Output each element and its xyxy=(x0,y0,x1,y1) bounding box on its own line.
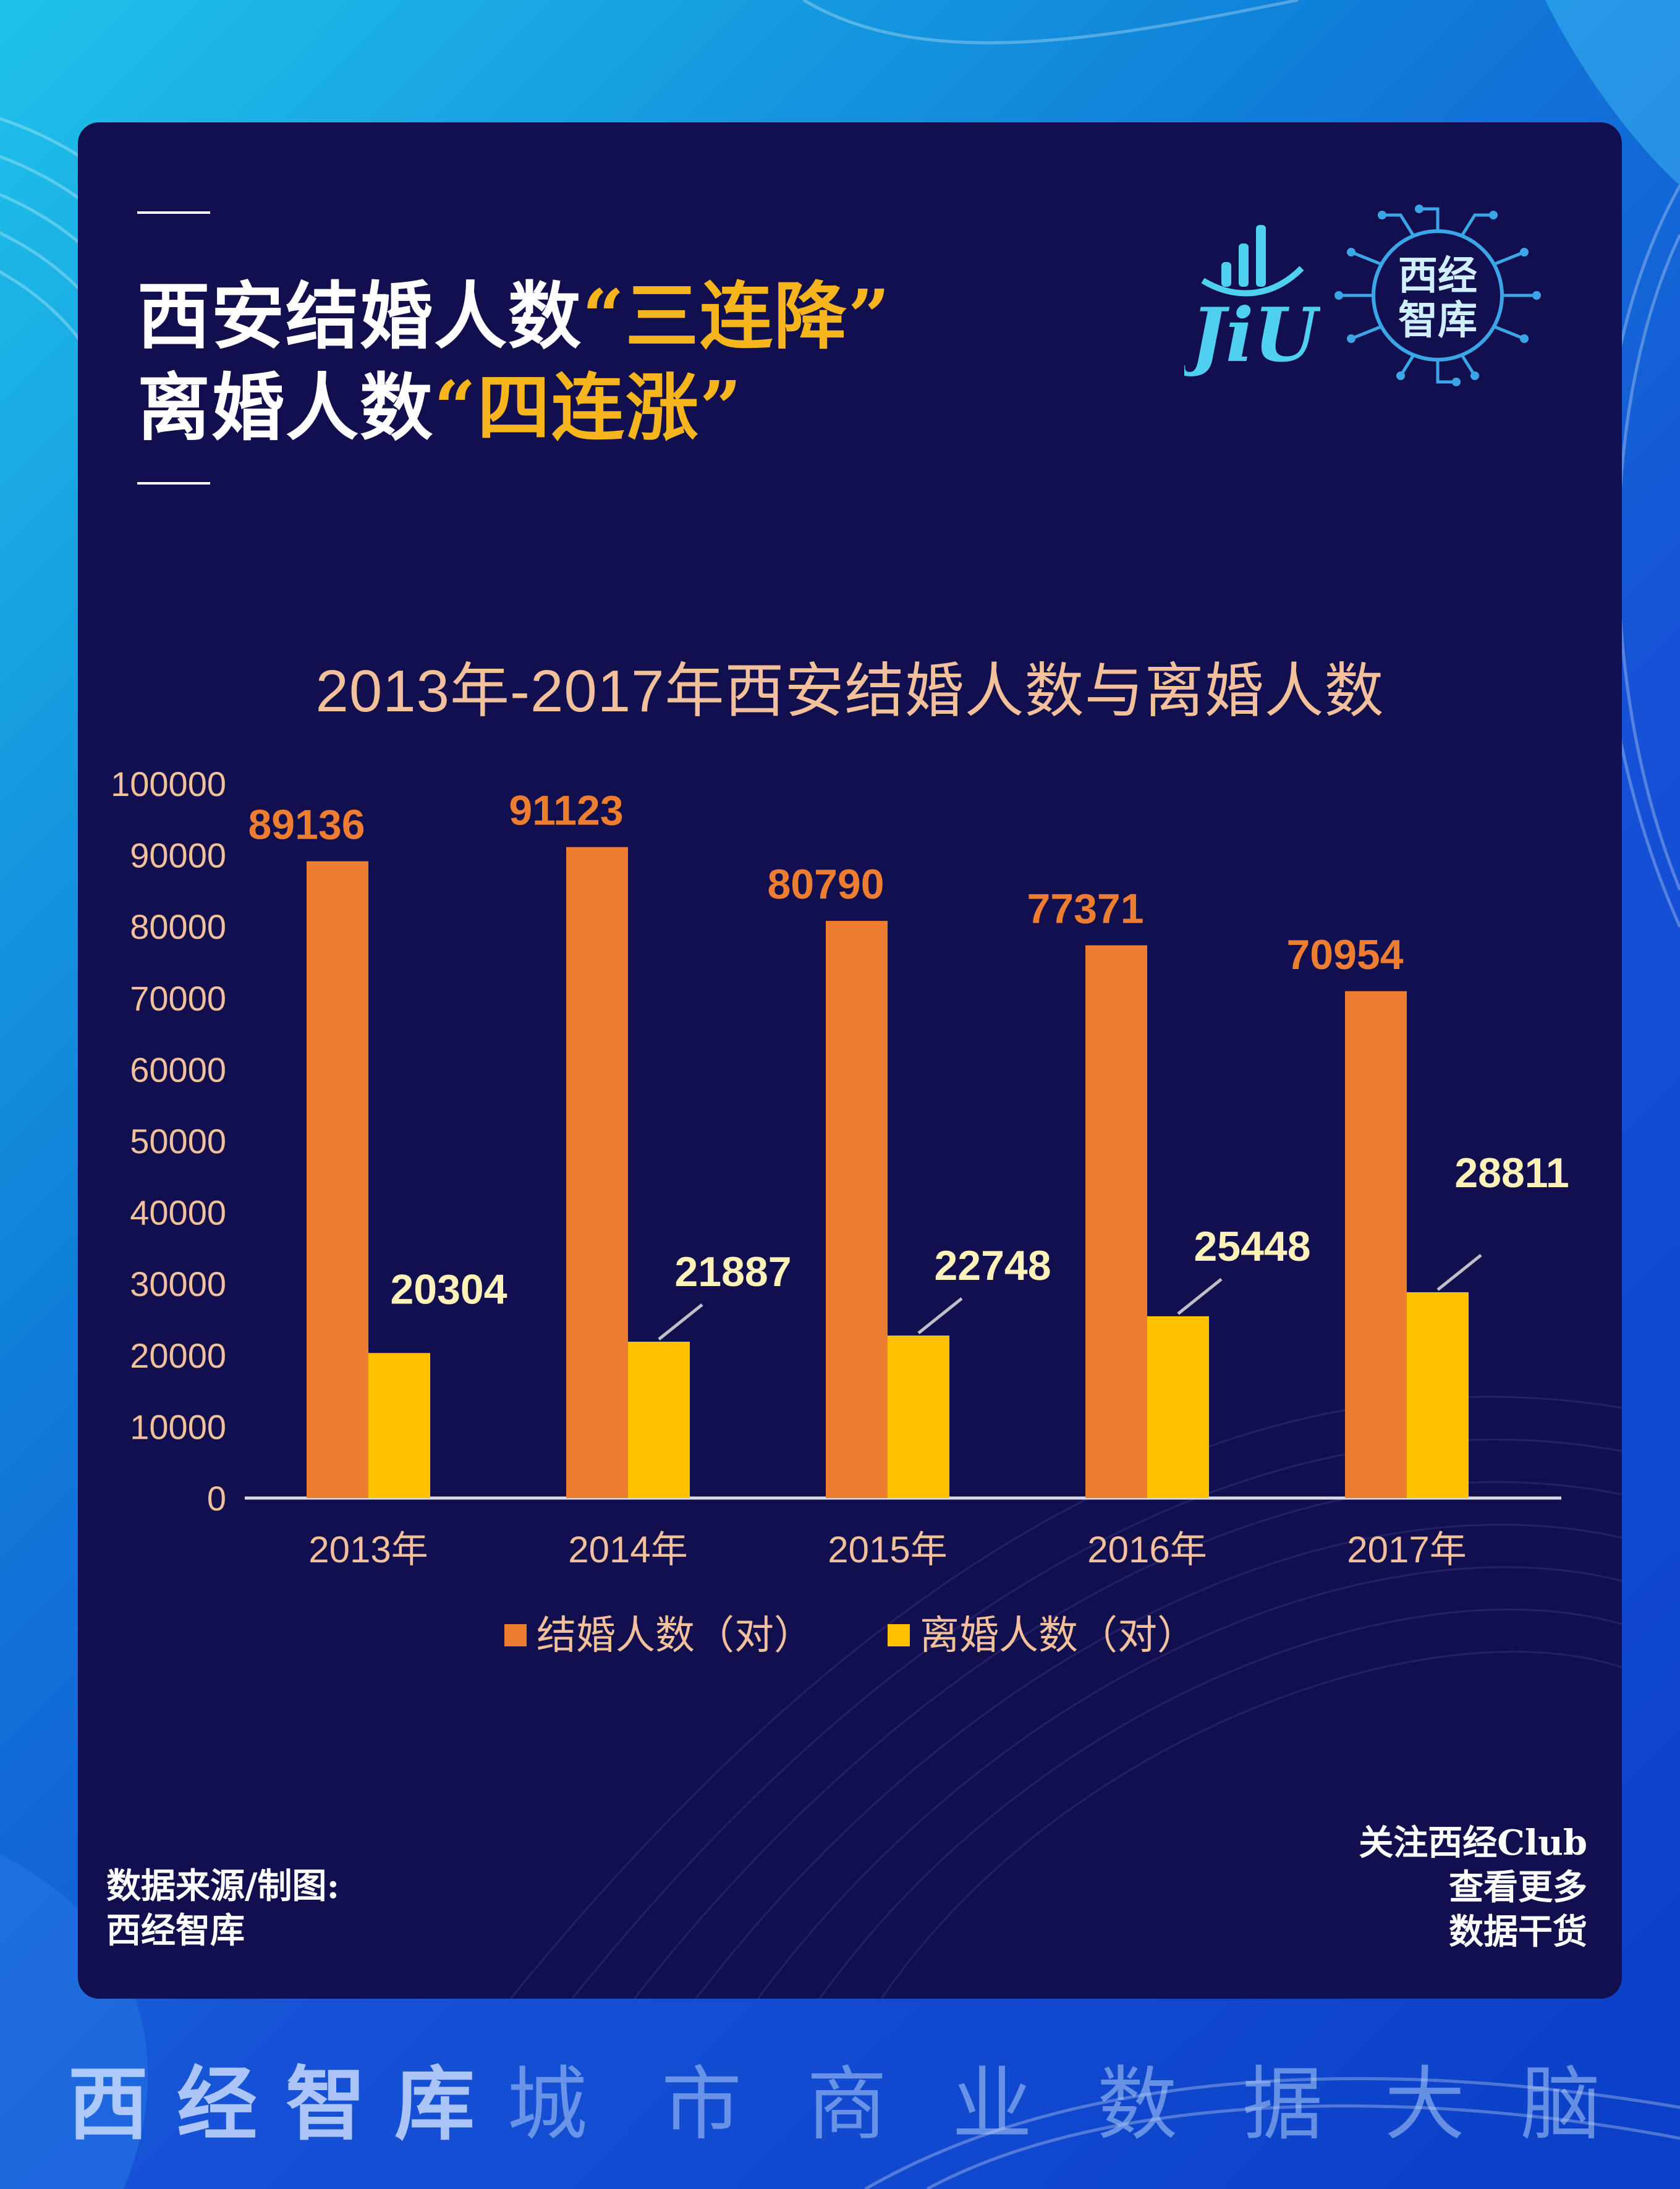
main-card: 西安结婚人数“三连降” 离婚人数“四连涨” JiU xyxy=(78,122,1622,1999)
y-tick-label: 80000 xyxy=(130,907,226,946)
chart-title: 2013年-2017年西安结婚人数与离婚人数 xyxy=(315,658,1385,724)
source-note: 数据来源/制图: 西经智库 xyxy=(106,1864,339,1953)
data-label-divorce: 28811 xyxy=(1454,1150,1569,1196)
headline-line1-prefix: 西安结婚人数 xyxy=(137,273,583,359)
data-label-marriage: 91123 xyxy=(509,787,623,834)
bar-chart: 0 10000 20000 30000 40000 50000 60000 70000 8000… xyxy=(111,764,1569,1658)
bar-divorce xyxy=(368,1353,430,1498)
y-tick-label: 90000 xyxy=(130,836,226,875)
footer-slogan-char: 城 xyxy=(507,2057,588,2151)
source-line-1: 数据来源/制图: xyxy=(106,1866,340,1907)
headline-line1-quote-open: “ xyxy=(582,273,626,359)
y-tick-label: 50000 xyxy=(130,1122,226,1161)
legend-label: 离婚人数（对） xyxy=(920,1613,1197,1658)
brand-seal-text-1: 西经 xyxy=(1398,253,1477,299)
follow-line-2: 查看更多 xyxy=(1449,1867,1587,1908)
bar-divorce xyxy=(888,1336,949,1498)
legend-label: 结婚人数（对） xyxy=(537,1613,813,1658)
data-label-leader xyxy=(1177,1277,1223,1315)
headline-line2-quote-open: “ xyxy=(434,365,477,451)
footer-brand-char: 库 xyxy=(394,2057,475,2151)
data-label-leader xyxy=(658,1303,703,1340)
card-decor-lines xyxy=(509,1395,1622,1999)
headline-line1-quote-close: ” xyxy=(847,273,891,359)
legend-swatch-marriage xyxy=(504,1624,527,1646)
headline-line2-prefix: 离婚人数 xyxy=(137,365,435,451)
y-tick-label: 10000 xyxy=(130,1407,226,1446)
y-tick-label: 20000 xyxy=(130,1336,226,1375)
bar-marriage xyxy=(826,921,888,1498)
x-tick-label: 2017年 xyxy=(1347,1529,1466,1570)
bar-divorce xyxy=(628,1341,690,1498)
bar-divorce xyxy=(1147,1316,1209,1498)
bar-marriage xyxy=(1345,991,1407,1498)
data-label-marriage: 77371 xyxy=(1027,886,1143,933)
bar-marriage xyxy=(1085,945,1147,1498)
data-label-leader xyxy=(1436,1253,1482,1291)
follow-line-3: 数据干货 xyxy=(1449,1912,1587,1952)
source-line-2: 西经智库 xyxy=(106,1910,245,1951)
footer-brand-char: 经 xyxy=(177,2057,258,2151)
x-tick-label: 2014年 xyxy=(568,1529,687,1570)
footer-slogan-char: 脑 xyxy=(1521,2057,1602,2151)
follow-note: 关注西经Club 查看更多 数据干货 xyxy=(1359,1821,1587,1954)
y-tick-label: 30000 xyxy=(130,1264,226,1303)
data-label-divorce: 20304 xyxy=(390,1266,507,1313)
data-label-divorce: 22748 xyxy=(934,1242,1051,1289)
y-tick-label: 60000 xyxy=(130,1050,226,1089)
headline-line2: 离婚人数“四连涨” xyxy=(137,349,743,454)
data-label-divorce: 21887 xyxy=(674,1248,791,1295)
footer-slogan-char: 据 xyxy=(1242,2057,1323,2151)
data-label-marriage: 80790 xyxy=(767,861,884,908)
legend-swatch-divorce xyxy=(888,1624,910,1646)
y-tick-label: 0 xyxy=(207,1479,226,1518)
footer-banner: 西 经 智 库 城 市 商 业 数 据 大 脑 xyxy=(68,2039,1601,2151)
brand-seal-text-2: 智库 xyxy=(1398,297,1477,344)
x-tick-label: 2016年 xyxy=(1087,1529,1207,1570)
headline-line2-quote-close: ” xyxy=(699,365,743,451)
bar-marriage xyxy=(566,847,628,1498)
bar-divorce xyxy=(1407,1292,1469,1498)
footer-slogan-char: 数 xyxy=(1097,2057,1178,2151)
headline-line2-highlight: 四连涨 xyxy=(477,365,700,451)
x-tick-label: 2013年 xyxy=(308,1529,428,1570)
jiu-logo: JiU xyxy=(1184,225,1320,379)
footer-slogan-char: 商 xyxy=(807,2057,888,2151)
bottom-rule xyxy=(137,482,210,485)
bar-marriage xyxy=(307,861,368,1498)
x-tick-label: 2015年 xyxy=(828,1529,947,1570)
brand-seal-logo: 西经 智库 xyxy=(1334,205,1541,386)
top-rule xyxy=(137,211,210,214)
y-tick-label: 100000 xyxy=(111,764,226,803)
data-label-marriage: 89136 xyxy=(248,802,365,849)
footer-brand-char: 西 xyxy=(68,2057,149,2151)
footer-slogan-char: 市 xyxy=(661,2057,742,2151)
footer-slogan-char: 大 xyxy=(1385,2057,1466,2151)
headline-line1-highlight: 三连降 xyxy=(625,273,848,359)
data-label-divorce: 25448 xyxy=(1194,1223,1310,1270)
follow-line-1: 关注西经Club xyxy=(1359,1823,1587,1863)
data-label-marriage: 70954 xyxy=(1286,931,1403,978)
headline-line1: 西安结婚人数“三连降” xyxy=(137,257,891,363)
footer-brand-char: 智 xyxy=(286,2057,367,2151)
footer-slogan-char: 业 xyxy=(952,2057,1033,2151)
y-tick-label: 40000 xyxy=(130,1193,226,1232)
jiu-logo-text: JiU xyxy=(1184,292,1320,379)
y-tick-label: 70000 xyxy=(130,979,226,1018)
data-label-leader xyxy=(917,1297,963,1334)
